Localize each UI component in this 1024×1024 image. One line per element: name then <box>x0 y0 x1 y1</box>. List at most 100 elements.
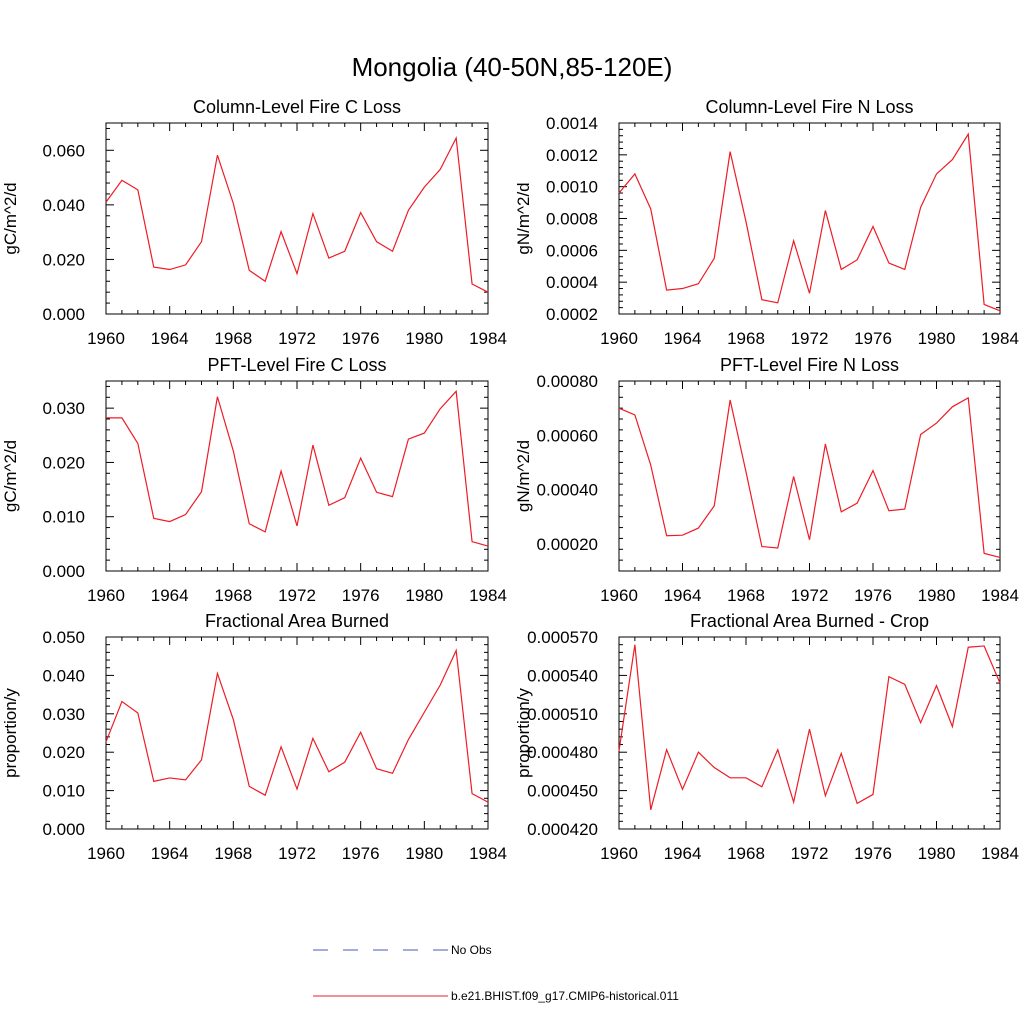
y-tick-label: 0.000450 <box>527 782 598 801</box>
series-line <box>105 135 489 293</box>
x-tick-label: 1972 <box>278 586 316 605</box>
plot-frame <box>618 636 1001 830</box>
x-tick-label: 1964 <box>151 586 189 605</box>
y-axis-label: gC/m^2/d <box>1 182 20 254</box>
panel-title: Fractional Area Burned - Crop <box>690 611 929 631</box>
x-tick-label: 1976 <box>854 329 892 348</box>
x-tick-label: 1980 <box>918 586 956 605</box>
x-tick-label: 1976 <box>854 844 892 863</box>
y-tick-label: 0.0006 <box>546 241 598 260</box>
x-tick-label: 1972 <box>791 586 829 605</box>
y-tick-label: 0.000540 <box>527 666 598 685</box>
chart-panels: 1960 1964 1968 1972 1976 1980 1984 0.000 0.020 0.… <box>1 97 1019 863</box>
y-tick-label: 0.0012 <box>546 146 598 165</box>
x-tick-label: 1964 <box>664 329 702 348</box>
y-tick-label: 0.0004 <box>546 273 598 292</box>
legend: No Obs b.e21.BHIST.f09_g17.CMIP6-histori… <box>313 943 679 1003</box>
chart-panel-1: 1960 1964 1968 1972 1976 1980 1984 0.000 0.020 0.… <box>1 97 507 348</box>
x-tick-label: 1960 <box>87 329 125 348</box>
y-tick-label: 0.020 <box>42 250 85 269</box>
figure-title: Mongolia (40-50N,85-120E) <box>352 52 673 82</box>
y-tick-label: 0.00020 <box>537 535 598 554</box>
plot-frame <box>105 122 489 315</box>
y-tick-label: 0.0010 <box>546 178 598 197</box>
x-tick-label: 1980 <box>405 329 443 348</box>
y-tick-label: 0.050 <box>42 628 85 647</box>
chart-panel-5: 1960 1964 1968 1972 1976 1980 1984 0.000 0.010 0.… <box>1 611 507 863</box>
y-tick-label: 0.0002 <box>546 305 598 324</box>
y-tick-label: 0.00080 <box>537 372 598 391</box>
x-tick-label: 1984 <box>469 844 507 863</box>
chart-panel-6: 1960 1964 1968 1972 1976 1980 1984 0.000420 0.00… <box>514 611 1019 863</box>
y-tick-label: 0.020 <box>42 743 85 762</box>
x-tick-label: 1964 <box>151 329 189 348</box>
x-tick-label: 1960 <box>600 586 638 605</box>
y-tick-label: 0.030 <box>42 399 85 418</box>
panel-title: Column-Level Fire N Loss <box>705 97 913 117</box>
y-tick-label: 0.000 <box>42 305 85 324</box>
x-tick-label: 1968 <box>727 586 765 605</box>
y-tick-label: 0.000 <box>42 820 85 839</box>
x-tick-label: 1964 <box>664 844 702 863</box>
x-tick-label: 1968 <box>727 329 765 348</box>
x-tick-label: 1976 <box>342 586 380 605</box>
y-tick-label: 0.010 <box>42 782 85 801</box>
x-tick-label: 1984 <box>469 586 507 605</box>
plot-frame <box>105 636 489 830</box>
legend-label-no-obs: No Obs <box>451 943 492 957</box>
x-tick-label: 1968 <box>214 586 252 605</box>
y-axis-label: gC/m^2/d <box>1 440 20 512</box>
y-axis-label: proportion/y <box>1 688 20 778</box>
y-tick-label: 0.010 <box>42 508 85 527</box>
y-axis-label: gN/m^2/d <box>514 182 533 254</box>
x-tick-label: 1972 <box>278 844 316 863</box>
panel-title: PFT-Level Fire C Loss <box>207 355 386 375</box>
y-tick-label: 0.040 <box>42 196 85 215</box>
x-tick-label: 1976 <box>854 586 892 605</box>
x-tick-label: 1980 <box>405 844 443 863</box>
x-tick-label: 1968 <box>214 844 252 863</box>
y-tick-label: 0.040 <box>42 666 85 685</box>
x-tick-label: 1960 <box>87 586 125 605</box>
series-line <box>618 396 1001 559</box>
y-tick-label: 0.0008 <box>546 210 598 229</box>
chart-panel-4: 1960 1964 1968 1972 1976 1980 1984 0.00020 0.000… <box>514 355 1019 605</box>
series-line <box>106 389 489 547</box>
y-axis-label: gN/m^2/d <box>514 440 533 512</box>
x-tick-label: 1960 <box>600 844 638 863</box>
x-tick-label: 1984 <box>469 329 507 348</box>
y-tick-label: 0.000420 <box>527 820 598 839</box>
y-tick-label: 0.000480 <box>527 743 598 762</box>
x-tick-label: 1984 <box>981 329 1019 348</box>
y-tick-label: 0.030 <box>42 705 85 724</box>
panel-title: Fractional Area Burned <box>205 611 389 631</box>
x-tick-label: 1980 <box>405 586 443 605</box>
x-tick-label: 1960 <box>600 329 638 348</box>
plot-frame <box>105 380 489 572</box>
series-line <box>618 644 1001 810</box>
x-tick-label: 1964 <box>664 586 702 605</box>
series-line <box>618 132 1001 312</box>
x-tick-label: 1972 <box>278 329 316 348</box>
x-tick-label: 1960 <box>87 844 125 863</box>
y-tick-label: 0.000510 <box>527 705 598 724</box>
y-axis-label: proportion/y <box>514 688 533 778</box>
x-tick-label: 1968 <box>727 844 765 863</box>
plot-frame <box>618 380 1001 572</box>
chart-panel-3: 1960 1964 1968 1972 1976 1980 1984 0.000 0.010 0.… <box>1 355 507 605</box>
x-tick-label: 1984 <box>981 844 1019 863</box>
plot-frame <box>618 122 1001 315</box>
chart-panel-2: 1960 1964 1968 1972 1976 1980 1984 0.0002 0.0004… <box>514 97 1019 348</box>
x-tick-label: 1980 <box>918 329 956 348</box>
y-tick-label: 0.000570 <box>527 628 598 647</box>
x-tick-label: 1972 <box>791 329 829 348</box>
x-tick-label: 1984 <box>981 586 1019 605</box>
x-tick-label: 1976 <box>342 329 380 348</box>
series-line <box>105 648 489 803</box>
y-tick-label: 0.00060 <box>537 426 598 445</box>
panel-title: Column-Level Fire C Loss <box>193 97 401 117</box>
y-tick-label: 0.00040 <box>537 481 598 500</box>
y-tick-label: 0.000 <box>42 562 85 581</box>
legend-label-model: b.e21.BHIST.f09_g17.CMIP6-historical.011 <box>451 989 679 1003</box>
